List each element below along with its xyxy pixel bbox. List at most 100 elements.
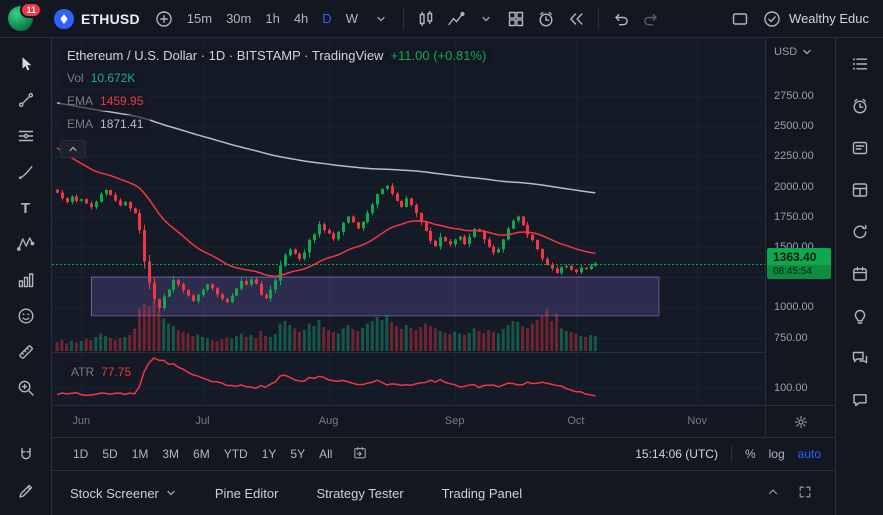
fib-tools-button[interactable]: [8, 122, 44, 150]
ideas-button[interactable]: [843, 302, 877, 330]
alerts-button[interactable]: [843, 92, 877, 120]
gear-icon: [794, 415, 807, 429]
range-3m-button[interactable]: 3M: [162, 447, 180, 461]
indicators-menu-button[interactable]: [472, 5, 500, 33]
emoji-tool-button[interactable]: [8, 302, 44, 330]
plus-circle-icon: [156, 10, 172, 27]
tab-trading-panel[interactable]: Trading Panel: [442, 486, 522, 501]
ruler-icon: [18, 345, 33, 359]
collapse-panel-button[interactable]: [765, 484, 781, 503]
tab-stock-screener[interactable]: Stock Screener: [70, 486, 177, 501]
price-chart-canvas[interactable]: [52, 38, 765, 405]
range-ytd-button[interactable]: YTD: [223, 447, 248, 461]
atr-label: ATR: [71, 365, 95, 379]
alert-button[interactable]: [532, 5, 560, 33]
legend-title-row[interactable]: Ethereum / U.S. Dollar · 1D · BITSTAMP ·…: [60, 46, 494, 65]
price-change: +11.00 (+0.81%): [390, 48, 487, 63]
range-1m-button[interactable]: 1M: [131, 447, 149, 461]
auto-scale-button[interactable]: auto: [797, 447, 821, 461]
go-to-date-button[interactable]: [345, 442, 375, 467]
replay-button[interactable]: [562, 5, 590, 33]
tab-label: Stock Screener: [70, 485, 159, 501]
chevron-up-icon: [69, 146, 77, 152]
xabcd-pattern-icon: [16, 237, 34, 251]
range-1d-button[interactable]: 1D: [73, 447, 89, 461]
undo-icon: [615, 13, 628, 25]
interval-1h-button[interactable]: 1h: [265, 11, 280, 26]
brush-tool-button[interactable]: [8, 158, 44, 186]
tab-label: Strategy Tester: [316, 485, 404, 501]
chevron-down-icon: [482, 16, 490, 21]
interval-1d-button[interactable]: D: [322, 11, 332, 26]
zoom-tool-button[interactable]: [8, 374, 44, 402]
brush-icon: [18, 165, 32, 180]
atr-legend-row[interactable]: ATR 77.75: [64, 363, 139, 382]
interval-menu-button[interactable]: [367, 5, 395, 33]
chevron-down-icon: [167, 490, 175, 496]
undo-button[interactable]: [607, 5, 635, 33]
add-symbol-button[interactable]: [150, 5, 178, 33]
chats-button[interactable]: [843, 344, 877, 372]
data-window-button[interactable]: [843, 176, 877, 204]
news-button[interactable]: [843, 134, 877, 162]
legend-ema-fast-row[interactable]: EMA 1459.95: [60, 92, 151, 111]
tab-strategy-tester[interactable]: Strategy Tester: [316, 486, 403, 501]
price-tick: 2000.00: [774, 180, 814, 193]
chart-type-button[interactable]: [412, 5, 440, 33]
clock-label[interactable]: 15:14:06 (UTC): [635, 447, 718, 461]
chevron-down-icon: [803, 49, 811, 55]
grid-layout-icon: [508, 11, 524, 26]
calendar-button[interactable]: [843, 260, 877, 288]
log-scale-button[interactable]: log: [768, 447, 785, 461]
range-5d-button[interactable]: 5D: [102, 447, 118, 461]
chart-settings-button[interactable]: [765, 406, 835, 438]
interval-1w-button[interactable]: W: [345, 11, 358, 26]
range-1y-button[interactable]: 1Y: [261, 447, 277, 461]
tab-pine-editor[interactable]: Pine Editor: [215, 486, 279, 501]
pattern-tool-button[interactable]: [8, 230, 44, 258]
site-logo[interactable]: 11: [8, 1, 42, 33]
alarm-clock-icon: [852, 98, 867, 114]
legend-ema-slow-row[interactable]: EMA 1871.41: [60, 115, 151, 134]
legend-collapse-button[interactable]: [60, 140, 86, 158]
chart-legend: Ethereum / U.S. Dollar · 1D · BITSTAMP ·…: [60, 46, 494, 158]
atr-axis-tick: 100.00: [774, 382, 808, 394]
last-price-label: 1363.40 08:45:54: [767, 247, 831, 279]
interval-30m-button[interactable]: 30m: [226, 11, 252, 26]
ideas-stream-button[interactable]: [843, 386, 877, 414]
currency-menu[interactable]: USD: [774, 46, 813, 58]
magnet-tool-button[interactable]: [8, 441, 44, 469]
text-tool-button[interactable]: T: [8, 194, 44, 222]
redo-icon: [644, 13, 657, 25]
forecast-tool-button[interactable]: [8, 266, 44, 294]
last-price-value: 1363.40: [767, 247, 831, 265]
symbol-button[interactable]: ETHUSD: [46, 5, 148, 33]
time-axis[interactable]: Jun Jul Aug Sep Oct Nov: [52, 405, 835, 438]
axis-settings-group: 15:14:06 (UTC) % log auto: [635, 446, 821, 462]
lightbulb-icon: [854, 309, 865, 324]
redo-button[interactable]: [637, 5, 665, 33]
price-tick: 2500.00: [774, 120, 814, 133]
percent-scale-button[interactable]: %: [744, 447, 756, 461]
layout-select-button[interactable]: [726, 5, 754, 33]
account-button[interactable]: Wealthy Educ: [756, 5, 875, 33]
interval-4h-button[interactable]: 4h: [293, 11, 309, 26]
hotlists-button[interactable]: [843, 218, 877, 246]
interval-15m-button[interactable]: 15m: [186, 11, 213, 26]
watchlist-button[interactable]: [843, 50, 877, 78]
top-toolbar: 11 ETHUSD 15m 30m 1h 4h D W: [0, 0, 883, 38]
legend-volume-row[interactable]: Vol 10.672K: [60, 69, 143, 88]
maximize-panel-button[interactable]: [797, 484, 813, 503]
magnet-icon: [20, 447, 31, 460]
range-5y-button[interactable]: 5Y: [290, 447, 306, 461]
time-axis-label: Jul: [195, 415, 210, 427]
edit-tool-button[interactable]: [8, 477, 44, 505]
measure-tool-button[interactable]: [8, 338, 44, 366]
trend-line-tool-button[interactable]: [8, 86, 44, 114]
range-6m-button[interactable]: 6M: [193, 447, 210, 461]
cursor-tool-button[interactable]: [8, 50, 44, 78]
range-all-button[interactable]: All: [319, 447, 333, 461]
price-axis[interactable]: USD 2750.00 2500.00 2250.00 2000.00 1750…: [765, 38, 835, 405]
layout-grid-button[interactable]: [502, 5, 530, 33]
indicators-button[interactable]: [442, 5, 470, 33]
